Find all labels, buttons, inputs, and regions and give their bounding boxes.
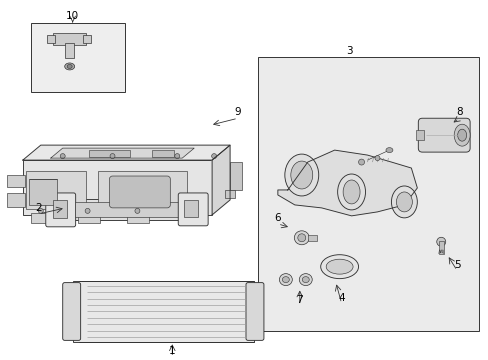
Ellipse shape	[337, 174, 365, 210]
Ellipse shape	[110, 154, 115, 159]
Text: 4: 4	[338, 293, 344, 302]
Ellipse shape	[60, 154, 65, 159]
Ellipse shape	[211, 154, 216, 159]
FancyBboxPatch shape	[245, 283, 264, 340]
Polygon shape	[51, 148, 194, 158]
Ellipse shape	[64, 63, 75, 70]
Ellipse shape	[320, 255, 358, 279]
Text: 1: 1	[169, 346, 175, 356]
Ellipse shape	[299, 274, 312, 285]
Ellipse shape	[85, 208, 90, 213]
Ellipse shape	[390, 186, 416, 218]
FancyBboxPatch shape	[46, 193, 76, 227]
Polygon shape	[277, 150, 416, 216]
Polygon shape	[212, 145, 229, 215]
Text: 9: 9	[234, 107, 241, 117]
Bar	[23, 160, 212, 215]
Ellipse shape	[285, 154, 318, 196]
Ellipse shape	[436, 237, 445, 246]
Ellipse shape	[396, 192, 411, 212]
Ellipse shape	[385, 148, 392, 153]
Bar	[229, 162, 242, 190]
Ellipse shape	[279, 274, 292, 285]
Text: 6: 6	[274, 213, 281, 223]
FancyBboxPatch shape	[417, 118, 469, 152]
Bar	[73, 280, 253, 342]
Text: 8: 8	[455, 107, 462, 117]
Text: 10: 10	[66, 11, 79, 21]
Bar	[31, 213, 53, 223]
Ellipse shape	[135, 208, 140, 213]
Bar	[29, 179, 57, 205]
Bar	[31, 23, 125, 92]
Bar	[307, 235, 316, 241]
Bar	[224, 190, 235, 198]
Bar	[438, 241, 443, 254]
FancyBboxPatch shape	[178, 193, 208, 226]
FancyBboxPatch shape	[109, 176, 170, 208]
FancyBboxPatch shape	[62, 283, 81, 340]
Bar	[82, 35, 90, 42]
Ellipse shape	[297, 234, 305, 242]
Bar	[152, 150, 174, 157]
Ellipse shape	[294, 231, 308, 245]
Bar	[73, 199, 184, 220]
Text: 3: 3	[346, 45, 352, 55]
Bar	[64, 42, 74, 58]
Bar	[78, 213, 100, 223]
Bar	[75, 202, 182, 217]
Ellipse shape	[343, 180, 359, 204]
Ellipse shape	[282, 276, 289, 283]
Ellipse shape	[38, 208, 43, 213]
Ellipse shape	[358, 159, 364, 165]
Ellipse shape	[174, 154, 180, 159]
Bar	[184, 200, 198, 217]
Ellipse shape	[457, 129, 466, 141]
Text: 2: 2	[36, 203, 42, 213]
Bar	[7, 193, 25, 207]
Ellipse shape	[325, 259, 352, 274]
Bar	[26, 171, 85, 209]
Bar	[258, 58, 478, 332]
Ellipse shape	[290, 161, 312, 189]
Text: 5: 5	[453, 260, 460, 270]
Bar	[53, 200, 66, 218]
Bar	[98, 171, 187, 209]
Text: 7: 7	[296, 294, 303, 305]
Ellipse shape	[302, 276, 308, 283]
Bar	[127, 213, 149, 223]
Bar	[415, 130, 424, 140]
Polygon shape	[23, 145, 229, 160]
Ellipse shape	[67, 64, 72, 68]
Bar	[88, 150, 130, 157]
Bar	[7, 175, 25, 187]
Ellipse shape	[453, 124, 469, 146]
Ellipse shape	[374, 156, 379, 161]
Bar	[47, 35, 55, 42]
Bar	[53, 32, 85, 45]
